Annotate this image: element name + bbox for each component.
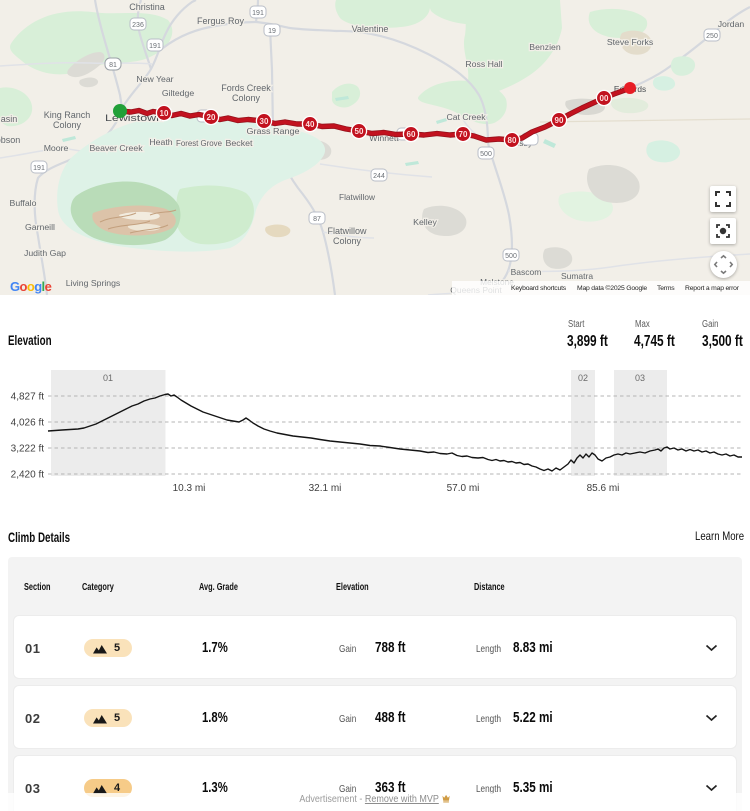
svg-text:2,420 ft: 2,420 ft bbox=[11, 470, 45, 481]
svg-text:Ross Hall: Ross Hall bbox=[465, 59, 502, 69]
svg-text:70: 70 bbox=[459, 130, 468, 139]
svg-text:Garneill: Garneill bbox=[25, 222, 55, 232]
svg-text:Judith Gap: Judith Gap bbox=[24, 248, 66, 258]
svg-text:Grass Range: Grass Range bbox=[247, 126, 300, 136]
svg-text:57.0 mi: 57.0 mi bbox=[447, 483, 480, 494]
svg-text:Colony: Colony bbox=[232, 93, 261, 103]
svg-text:90: 90 bbox=[555, 116, 564, 125]
svg-text:4,827 ft: 4,827 ft bbox=[11, 392, 45, 403]
svg-text:3,222 ft: 3,222 ft bbox=[11, 444, 45, 455]
svg-text:Forest Grove: Forest Grove bbox=[176, 138, 222, 148]
svg-text:Buffalo: Buffalo bbox=[10, 198, 37, 208]
svg-text:87: 87 bbox=[313, 216, 321, 223]
svg-text:01: 01 bbox=[103, 373, 113, 383]
svg-text:191: 191 bbox=[252, 10, 264, 17]
svg-text:19: 19 bbox=[268, 28, 276, 35]
svg-text:King Ranch: King Ranch bbox=[44, 110, 91, 120]
svg-text:10: 10 bbox=[160, 109, 169, 118]
svg-text:03: 03 bbox=[635, 373, 645, 383]
svg-text:Valentine: Valentine bbox=[352, 24, 389, 34]
svg-text:Benzien: Benzien bbox=[529, 42, 561, 52]
svg-text:Bascom: Bascom bbox=[511, 267, 542, 277]
svg-text:Beaver Creek: Beaver Creek bbox=[89, 143, 143, 153]
svg-text:191: 191 bbox=[149, 43, 161, 50]
svg-text:Cat Creek: Cat Creek bbox=[446, 112, 486, 122]
svg-text:Lewistown: Lewistown bbox=[105, 113, 163, 123]
svg-text:Christina: Christina bbox=[129, 2, 165, 12]
svg-text:60: 60 bbox=[407, 130, 416, 139]
svg-text:250: 250 bbox=[706, 33, 718, 40]
svg-text:00: 00 bbox=[600, 94, 609, 103]
svg-text:Becket: Becket bbox=[226, 138, 254, 148]
svg-text:85.6 mi: 85.6 mi bbox=[587, 483, 620, 494]
svg-text:Colony: Colony bbox=[53, 120, 82, 130]
svg-text:02: 02 bbox=[578, 373, 588, 383]
svg-text:Kelley: Kelley bbox=[413, 217, 437, 227]
svg-text:50: 50 bbox=[355, 127, 364, 136]
svg-text:Flatwillow: Flatwillow bbox=[339, 192, 376, 202]
svg-text:Heath: Heath bbox=[149, 137, 172, 147]
svg-text:30: 30 bbox=[260, 117, 269, 126]
svg-text:40: 40 bbox=[306, 120, 315, 129]
svg-text:10.3 mi: 10.3 mi bbox=[173, 483, 206, 494]
svg-text:32.1 mi: 32.1 mi bbox=[309, 483, 342, 494]
svg-text:4,026 ft: 4,026 ft bbox=[11, 418, 45, 429]
svg-text:New Year: New Year bbox=[136, 74, 173, 84]
svg-text:Steve Forks: Steve Forks bbox=[607, 37, 654, 47]
svg-text:obson: obson bbox=[0, 135, 20, 145]
svg-text:191: 191 bbox=[33, 165, 45, 172]
svg-text:Fords Creek: Fords Creek bbox=[221, 83, 271, 93]
svg-text:81: 81 bbox=[109, 62, 117, 69]
svg-text:Moore: Moore bbox=[44, 143, 69, 153]
svg-text:Colony: Colony bbox=[333, 236, 362, 246]
svg-text:500: 500 bbox=[505, 253, 517, 260]
svg-text:20: 20 bbox=[207, 113, 216, 122]
svg-text:80: 80 bbox=[508, 136, 517, 145]
svg-text:Roy: Roy bbox=[228, 16, 245, 26]
svg-text:500: 500 bbox=[480, 151, 492, 158]
svg-text:asin: asin bbox=[1, 114, 18, 124]
svg-text:Fergus: Fergus bbox=[197, 16, 226, 26]
svg-text:Jordan: Jordan bbox=[718, 19, 745, 29]
svg-text:244: 244 bbox=[373, 173, 385, 180]
svg-text:Sumatra: Sumatra bbox=[561, 271, 593, 281]
svg-text:Living Springs: Living Springs bbox=[66, 278, 121, 288]
svg-text:Giltedge: Giltedge bbox=[162, 88, 195, 98]
svg-text:Flatwillow: Flatwillow bbox=[327, 226, 367, 236]
svg-text:236: 236 bbox=[132, 22, 144, 29]
